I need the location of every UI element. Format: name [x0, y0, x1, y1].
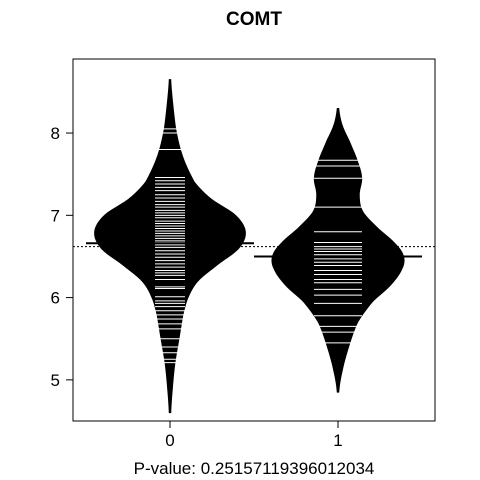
- axes: 5 6 7 8 0 1: [51, 124, 343, 450]
- y-tick-label: 7: [51, 206, 60, 225]
- x-tick-label: 1: [333, 431, 342, 450]
- y-tick-label: 5: [51, 371, 60, 390]
- x-axis-label: P-value: 0.25157119396012034: [134, 459, 375, 478]
- chart-title: COMT: [226, 9, 282, 30]
- x-tick-label: 0: [165, 431, 174, 450]
- y-tick-label: 6: [51, 289, 60, 308]
- y-tick-label: 8: [51, 124, 60, 143]
- plot-area: [73, 79, 435, 414]
- bean-group-0: [94, 79, 246, 414]
- bean-group-1: [271, 107, 405, 393]
